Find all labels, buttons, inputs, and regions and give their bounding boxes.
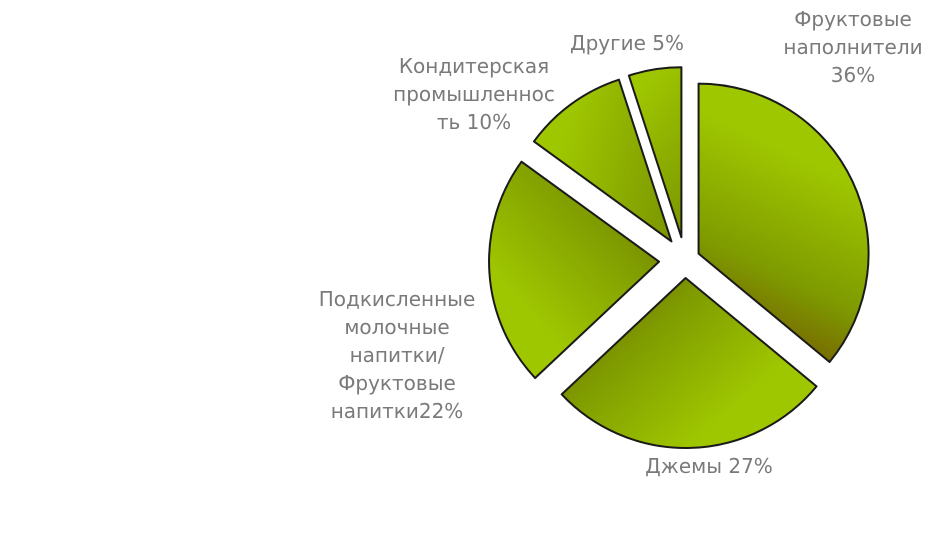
data-label-1-line-3: 36%	[831, 63, 875, 87]
data-label-4-line-2: промышленнос	[393, 82, 555, 106]
pie-slice-4	[532, 78, 673, 243]
data-label-3: Подкисленные молочные напитки/Фруктовые нап…	[319, 287, 476, 423]
pie-slice-5	[627, 66, 683, 239]
data-label-3-line-3: напитки/	[350, 343, 445, 367]
data-label-4: Кондитерская промышленнос ть 10%	[393, 54, 555, 134]
data-label-3-line-2: молочные	[344, 315, 449, 339]
data-label-2: Джемы 27%	[645, 454, 773, 478]
pie-slice-2	[560, 276, 818, 449]
data-label-4-line-1: Кондитерская	[399, 54, 549, 78]
data-label-2-line-1: Джемы 27%	[645, 454, 773, 478]
data-label-4-line-3: ть 10%	[437, 110, 511, 134]
data-label-3-line-4: Фруктовые	[338, 371, 456, 395]
data-label-1-line-2: наполнители	[783, 35, 922, 59]
data-label-1-line-1: Фруктовые	[794, 7, 912, 31]
data-label-5-line-1: Другие 5%	[570, 31, 684, 55]
data-label-3-line-5: напитки22%	[331, 399, 464, 423]
pie-slice-3	[488, 160, 661, 380]
data-label-3-line-1: Подкисленные	[319, 287, 476, 311]
data-label-1: Фруктовые наполнители 36%	[783, 7, 922, 87]
pie-slice-1	[697, 82, 870, 363]
pie-slices	[488, 66, 870, 449]
pie-data-labels: Фруктовые наполнители 36% Джемы 27% Подкисле…	[319, 7, 923, 478]
data-label-5: Другие 5%	[570, 31, 684, 55]
